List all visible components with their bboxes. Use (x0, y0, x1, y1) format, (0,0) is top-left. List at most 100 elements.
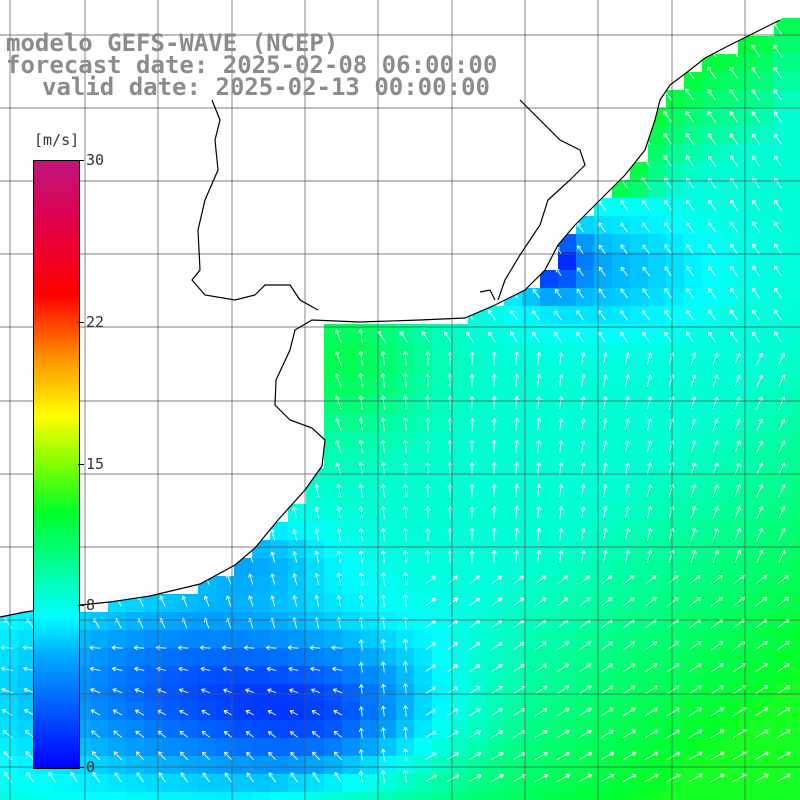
wind-arrow (491, 597, 503, 607)
wind-speed-cell (756, 324, 775, 343)
wind-speed-cell (738, 288, 757, 307)
wind-arrow (534, 752, 548, 761)
wind-arrow (690, 374, 697, 387)
wind-arrow (491, 686, 503, 695)
wind-speed-cell (666, 522, 685, 541)
wind-arrow (380, 372, 386, 388)
wind-arrow (267, 688, 277, 694)
wind-speed-cell (126, 666, 145, 685)
wind-arrow (134, 709, 145, 716)
wind-speed-cell (684, 216, 703, 235)
wind-arrow (248, 595, 254, 607)
wind-speed-cell (0, 702, 19, 721)
wind-speed-cell (522, 774, 541, 793)
wind-arrow (646, 527, 653, 542)
wind-arrow (580, 506, 586, 519)
wind-speed-cell (432, 720, 451, 739)
wind-arrow (292, 573, 298, 585)
wind-arrow (425, 439, 431, 454)
wind-arrow (580, 549, 586, 564)
wind-speed-cell (756, 612, 775, 631)
wind-speed-cell (432, 558, 451, 577)
wind-arrow (712, 483, 719, 498)
wind-speed-cell (504, 378, 523, 397)
wind-speed-cell (684, 108, 703, 127)
wind-arrow (514, 527, 519, 541)
wind-speed-cell (162, 594, 181, 613)
wind-arrow (707, 331, 717, 343)
wind-arrow (664, 331, 673, 343)
wind-speed-cell (468, 648, 487, 667)
wind-speed-cell (684, 450, 703, 469)
wind-speed-cell (648, 216, 667, 235)
wind-arrow (646, 483, 653, 498)
wind-speed-cell (288, 774, 307, 793)
wind-arrow (381, 705, 386, 717)
wind-arrow (314, 506, 320, 519)
wind-speed-cell (540, 486, 559, 505)
wind-speed-cell (324, 666, 343, 685)
wind-arrow (536, 505, 542, 519)
wind-arrow (289, 731, 298, 738)
wind-speed-cell (756, 450, 775, 469)
wind-speed-cell (738, 72, 757, 91)
wind-speed-cell (756, 432, 775, 451)
wind-speed-cell (792, 756, 800, 775)
wind-arrow (332, 666, 343, 672)
wind-speed-cell (774, 288, 793, 307)
wind-speed-cell (378, 342, 397, 361)
wind-arrow (602, 549, 608, 564)
wind-speed-cell (306, 558, 325, 577)
wind-arrow (314, 528, 320, 541)
wind-arrow (314, 572, 320, 585)
wind-speed-cell (702, 144, 721, 163)
wind-arrow (579, 597, 591, 607)
wind-arrow (624, 484, 630, 497)
wind-arrow (425, 597, 436, 607)
wind-speed-cell (432, 594, 451, 613)
wind-arrow (335, 440, 342, 454)
wind-arrow (751, 331, 761, 343)
wind-speed-cell (756, 36, 775, 55)
wind-arrow (577, 267, 584, 277)
wind-arrow (358, 439, 364, 454)
wind-speed-cell (342, 558, 361, 577)
wind-arrow (287, 645, 299, 651)
wind-speed-cell (792, 378, 800, 397)
wind-arrow (755, 574, 768, 585)
wind-arrow (708, 199, 717, 211)
wind-arrow (114, 772, 122, 783)
wind-speed-cell (558, 630, 577, 649)
wind-arrow (223, 730, 233, 738)
wind-arrow (776, 662, 791, 673)
wind-speed-cell (126, 756, 145, 775)
wind-arrow (623, 641, 636, 651)
wind-speed-cell (540, 792, 559, 800)
wind-speed-cell (738, 522, 757, 541)
wind-arrow (601, 641, 614, 651)
wind-speed-cell (756, 792, 775, 800)
wind-speed-cell (594, 612, 613, 631)
wind-speed-cell (450, 486, 469, 505)
wind-arrow (380, 748, 386, 761)
wind-speed-cell (90, 774, 109, 793)
wind-speed-cell (594, 702, 613, 721)
wind-arrow (447, 373, 453, 388)
wind-speed-cell (342, 612, 361, 631)
wind-speed-cell (540, 504, 559, 523)
wind-speed-cell (414, 432, 433, 451)
wind-speed-cell (306, 630, 325, 649)
wind-arrow (179, 751, 189, 761)
wind-arrow (579, 575, 591, 585)
wind-speed-cell (306, 648, 325, 667)
wind-arrow (642, 331, 651, 343)
wind-arrow (358, 727, 364, 739)
wind-arrow (756, 505, 764, 520)
wind-speed-cell (198, 756, 217, 775)
wind-arrow (201, 688, 211, 694)
wind-speed-cell (648, 612, 667, 631)
wind-speed-cell (522, 396, 541, 415)
wind-speed-cell (756, 648, 775, 667)
wind-speed-cell (378, 648, 397, 667)
